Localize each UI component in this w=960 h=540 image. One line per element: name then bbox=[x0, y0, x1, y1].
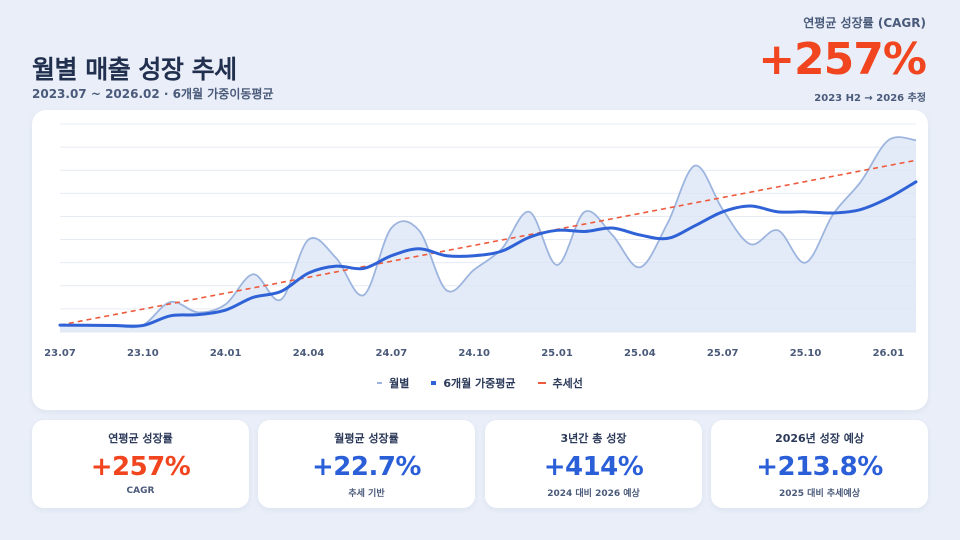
kpi-card-cagr: 연평균 성장률 +257% CAGR bbox=[32, 420, 249, 508]
kpi-card-monthly-growth: 월평균 성장률 +22.7% 추세 기반 bbox=[258, 420, 475, 508]
x-tick-label: 23.07 bbox=[44, 348, 76, 359]
legend-swatch-trend bbox=[537, 382, 546, 384]
kpi-card-2026-forecast: 2026년 성장 예상 +213.8% 2025 대비 추세예상 bbox=[711, 420, 928, 508]
series-line-monthly bbox=[59, 136, 917, 329]
headline-kpi-value: +257% bbox=[758, 34, 927, 85]
kpi-card-value: +22.7% bbox=[312, 452, 422, 482]
legend-item-wma[interactable]: 6개월 가중평균 bbox=[431, 375, 516, 391]
legend-label-wma: 6개월 가중평균 bbox=[443, 377, 516, 390]
x-tick-label: 25.10 bbox=[790, 348, 822, 359]
x-tick-label: 24.07 bbox=[376, 348, 408, 359]
legend-item-monthly[interactable]: 월별 bbox=[377, 375, 409, 391]
legend-swatch-wma bbox=[431, 381, 437, 385]
x-tick-label: 24.10 bbox=[458, 348, 490, 359]
page-subtitle: 2023.07 ~ 2026.02 · 6개월 가중이동평균 bbox=[32, 87, 274, 101]
kpi-card-label: 3년간 총 성장 bbox=[560, 432, 627, 445]
legend-label-trend: 추세선 bbox=[552, 377, 583, 390]
kpi-card-note: CAGR bbox=[126, 486, 155, 496]
series-area-monthly bbox=[60, 137, 916, 332]
series-line-trend bbox=[59, 159, 917, 326]
kpi-card-label: 월평균 성장률 bbox=[334, 432, 399, 445]
kpi-card-value: +257% bbox=[90, 452, 191, 482]
kpi-card-note: 2025 대비 추세예상 bbox=[779, 489, 860, 499]
kpi-card-label: 2026년 성장 예상 bbox=[775, 432, 864, 445]
headline-kpi: 연평균 성장률 (CAGR) +257% 2023 H2 → 2026 추정 bbox=[758, 14, 927, 104]
headline-kpi-label: 연평균 성장률 (CAGR) bbox=[803, 16, 926, 30]
legend-item-trend[interactable]: 추세선 bbox=[537, 375, 583, 391]
x-tick-label: 24.01 bbox=[210, 348, 242, 359]
page-title: 월별 매출 성장 추세 bbox=[32, 55, 237, 84]
kpi-card-note: 2024 대비 2026 예상 bbox=[547, 489, 640, 499]
chart-card: 23.07 23.10 24.01 24.04 24.07 24.10 25.01 25.04… bbox=[32, 110, 928, 410]
x-tick-label: 24.04 bbox=[293, 348, 325, 359]
kpi-cards: 연평균 성장률 +257% CAGR 월평균 성장률 +22.7% 추세 기반 … bbox=[32, 420, 928, 508]
x-tick-label: 25.04 bbox=[624, 348, 656, 359]
series-line-wma bbox=[58, 180, 918, 328]
x-tick-label: 23.10 bbox=[127, 348, 159, 359]
kpi-card-label: 연평균 성장률 bbox=[108, 432, 173, 445]
x-tick-label: 25.07 bbox=[707, 348, 739, 359]
sales-trend-chart: 23.07 23.10 24.01 24.04 24.07 24.10 25.01 25.04… bbox=[44, 123, 918, 359]
x-tick-label: 25.01 bbox=[541, 348, 573, 359]
x-tick-label: 26.01 bbox=[873, 348, 905, 359]
headline-kpi-note: 2023 H2 → 2026 추정 bbox=[814, 93, 926, 104]
chart-legend: 월별 6개월 가중평균 추세선 bbox=[32, 375, 928, 391]
kpi-card-value: +414% bbox=[543, 452, 644, 482]
kpi-card-value: +213.8% bbox=[756, 452, 883, 482]
legend-label-monthly: 월별 bbox=[389, 377, 410, 390]
kpi-card-total-growth: 3년간 총 성장 +414% 2024 대비 2026 예상 bbox=[485, 420, 702, 508]
legend-swatch-monthly bbox=[377, 382, 383, 384]
kpi-card-note: 추세 기반 bbox=[348, 489, 385, 499]
